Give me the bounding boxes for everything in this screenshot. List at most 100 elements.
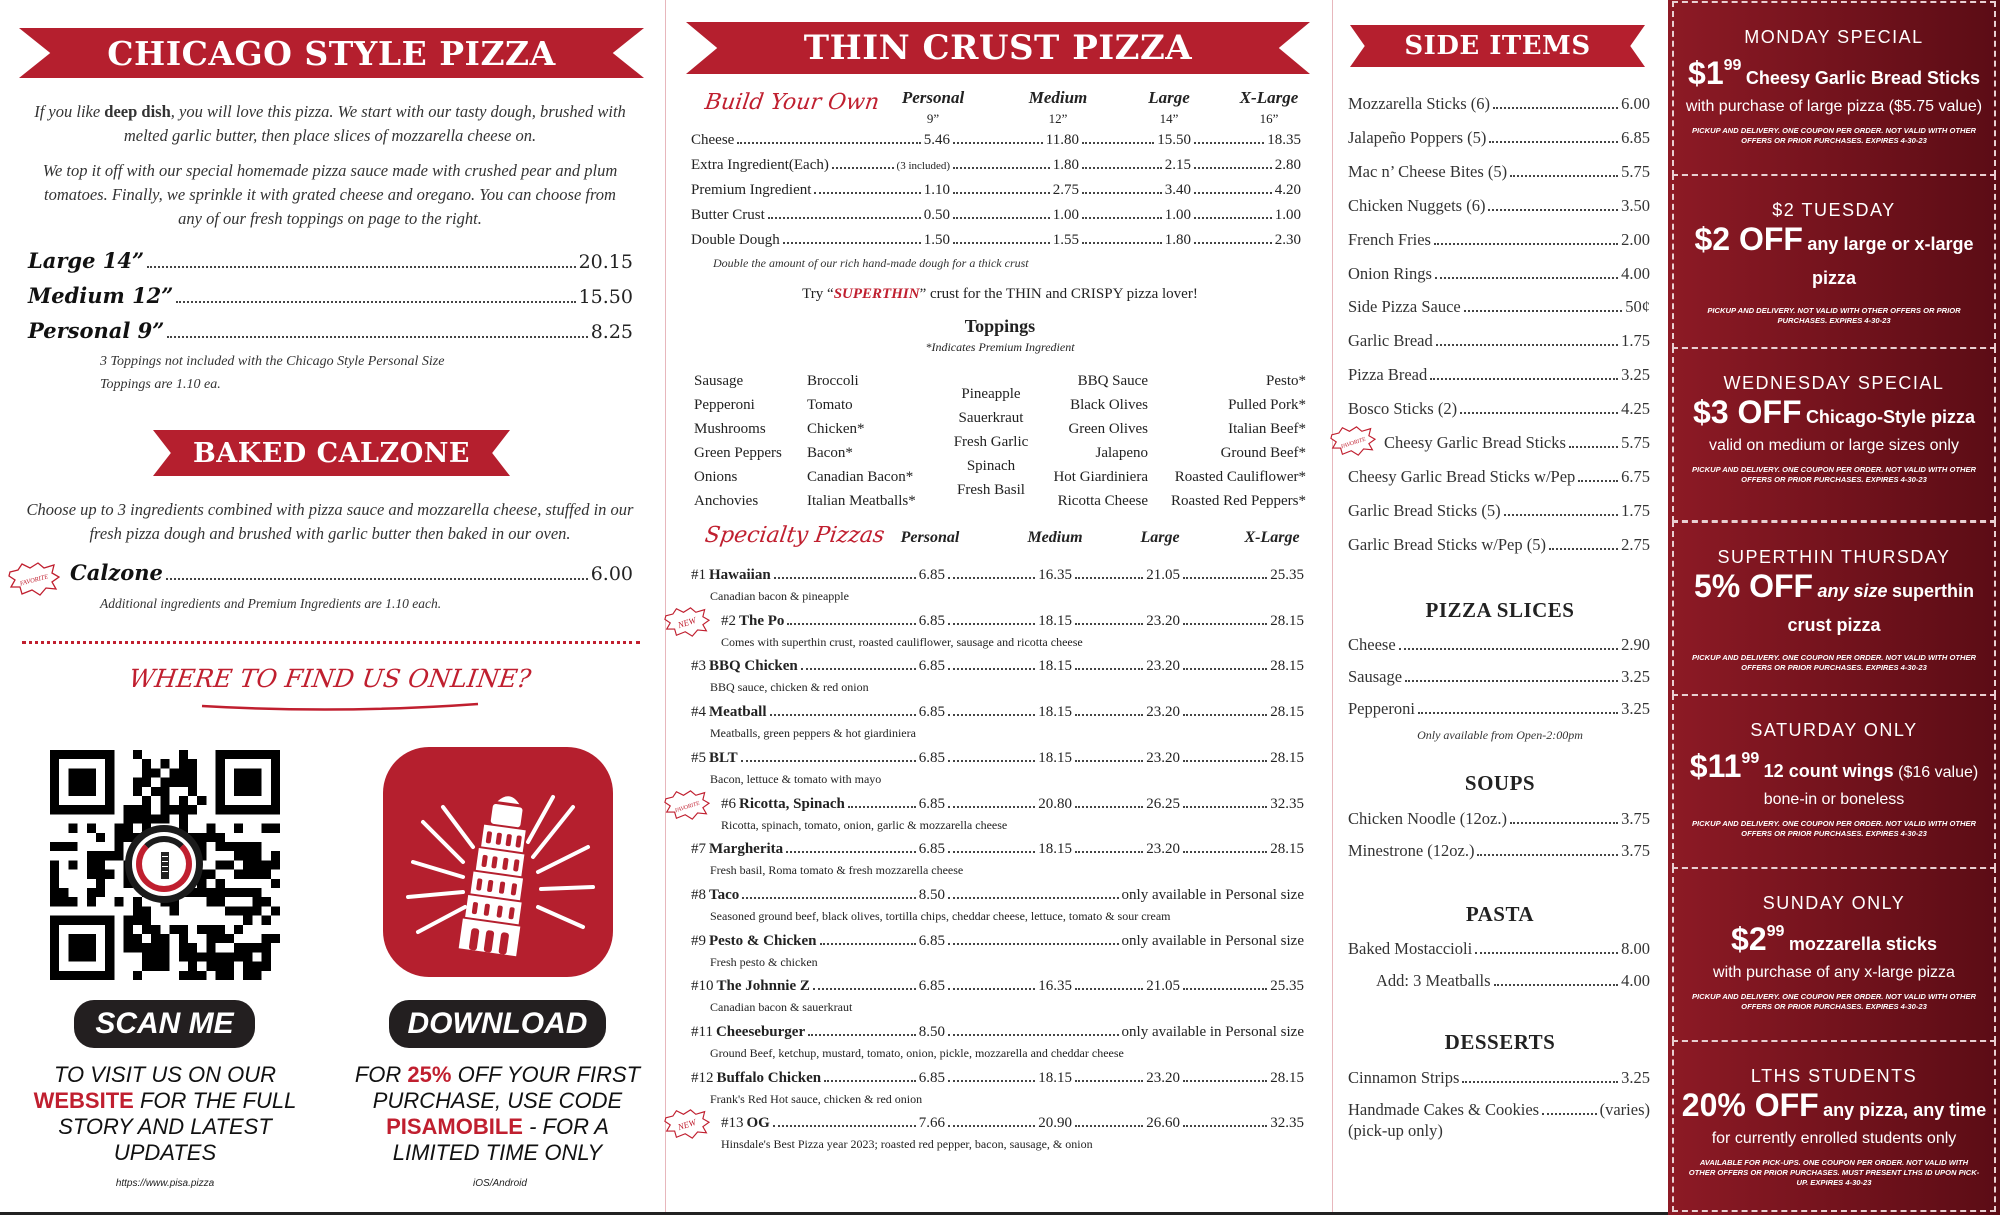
online-heading: WHERE TO FIND US ONLINE? — [127, 664, 533, 693]
coupon[interactable]: SATURDAY ONLY $1199 12 count wings ($16 v… — [1672, 693, 1996, 869]
price-cell: #7 Margherita 6.85 — [691, 841, 945, 858]
menu-item-row: Onion Rings 4.00 — [1348, 264, 1650, 284]
website-url[interactable]: https://www.pisa.pizza — [115, 1178, 215, 1189]
pizza-description: Meatballs, green peppers & hot giardinie… — [710, 726, 916, 741]
price-value: 1.80 — [1164, 232, 1191, 248]
specialty-pizza-row: #1 Hawaiian 6.85 16.35 21.05 25.35 — [691, 567, 1304, 584]
dot-leader — [165, 578, 588, 580]
price-value: 18.15 — [1038, 704, 1072, 721]
dot-leader — [953, 192, 1050, 194]
menu-item-row: Bosco Sticks (2) 4.25 — [1348, 399, 1650, 419]
dot-leader — [1542, 1113, 1597, 1115]
coupon-condition: with purchase of large pizza ($5.75 valu… — [1685, 98, 1983, 115]
topping-item: Italian Meatballs* — [807, 493, 916, 509]
pizza-title: Pesto & Chicken — [709, 932, 817, 949]
dot-leader — [1463, 310, 1623, 313]
discount-highlight: 25% — [407, 1062, 452, 1087]
coupon-price: $1 — [1688, 55, 1724, 91]
item-label: Garlic Bread Sticks (5) — [1348, 500, 1501, 520]
item-price: 6.00 — [590, 563, 633, 585]
price-value: 0.50 — [923, 207, 950, 223]
price-value: 18.15 — [1038, 1069, 1072, 1086]
item-label: Baked Mostaccioli — [1348, 939, 1473, 958]
dot-leader — [948, 851, 1036, 854]
topping-item: Roasted Red Peppers* — [1171, 493, 1306, 509]
dot-leader — [953, 217, 1050, 219]
coupon-price: $3 OFF — [1693, 394, 1802, 431]
coupon-headline: 20% OFF any pizza, any time — [1680, 1089, 1988, 1128]
coupon-title: WEDNESDAY SPECIAL — [1723, 373, 1945, 394]
price-cell: 26.25 — [1072, 796, 1180, 813]
topping-item: Canadian Bacon* — [807, 469, 914, 485]
coupon-title: MONDAY SPECIAL — [1744, 27, 1924, 47]
superthin-highlight: SUPERTHIN — [833, 286, 920, 302]
blurb-text: FOR THE FULL STORY AND LATEST UPDATES — [58, 1088, 297, 1165]
toppings-column: BBQ Sauce Black Olives Green Olives Jalapen… — [1048, 369, 1148, 513]
dot-leader — [948, 622, 1036, 625]
topping-item: Hot Giardiniera — [1053, 469, 1148, 485]
coupon-offer: mozzarella sticks — [1788, 934, 1937, 954]
coupon[interactable]: SUNDAY ONLY $299 mozzarella sticks with pu… — [1672, 867, 1996, 1042]
pizza-title: Cheeseburger — [715, 1024, 806, 1040]
blurb-text: - FOR A LIMITED TIME ONLY — [392, 1114, 609, 1165]
size-column-header: X-Large — [1244, 529, 1300, 546]
dot-leader — [786, 851, 916, 854]
price-value: 26.25 — [1146, 795, 1180, 812]
price-cell: 2.30 — [1191, 232, 1301, 249]
menu-item-row: Pizza Bread 3.25 — [1348, 365, 1650, 385]
intro-emphasis: deep dish — [104, 102, 171, 121]
coupon[interactable]: $2 TUESDAY $2 OFF any large or x-large pi… — [1672, 174, 1996, 350]
download-button[interactable]: DOWNLOAD — [389, 1000, 606, 1048]
coupon[interactable]: LTHS STUDENTS 20% OFF any pizza, any time… — [1672, 1040, 1996, 1213]
item-price: 4.25 — [1621, 399, 1650, 419]
menu-item-row: Chicken Nuggets (6) 3.50 — [1348, 196, 1650, 216]
coupon[interactable]: SUPERTHIN THURSDAY 5% OFF any size supert… — [1672, 520, 1996, 696]
item-label: Calzone — [70, 560, 163, 585]
price-value: 2.15 — [1164, 157, 1191, 173]
coupon-condition: valid on medium or large sizes only — [1709, 437, 1959, 455]
price-cell: 18.15 — [945, 750, 1072, 767]
pizza-description: Fresh pesto & chicken — [710, 954, 818, 969]
website-link[interactable]: WEBSITE — [33, 1088, 134, 1113]
item-price: 3.25 — [1621, 1068, 1650, 1087]
price-cell: #4 Meatball 6.85 — [691, 704, 945, 721]
price-cell: 2.80 — [1191, 157, 1301, 174]
toppings-heading: Toppings — [964, 316, 1036, 336]
dot-leader — [953, 142, 1043, 144]
coupon-fine-print: PICKUP AND DELIVERY. ONE COUPON PER ORDE… — [1691, 992, 1977, 1011]
pizza-number: #2 — [721, 612, 736, 629]
coupon-offer: any pizza, any time — [1823, 1100, 1987, 1121]
coupon-price: $11 — [1689, 747, 1742, 784]
scan-me-button[interactable]: SCAN ME — [74, 1000, 255, 1048]
tower-icon — [161, 852, 169, 879]
size-column-header: Large — [1148, 88, 1190, 107]
price-value: 23.20 — [1146, 704, 1180, 721]
pizza-number: #8 — [691, 886, 706, 903]
dot-leader — [1417, 712, 1619, 714]
topping-item: Roasted Cauliflower* — [1174, 469, 1306, 485]
dot-leader — [812, 988, 916, 991]
price-cell: 18.15 — [945, 841, 1072, 858]
menu-item-row: Sausage 3.25 — [1348, 667, 1650, 687]
coupon-headline: 5% OFF any size superthin crust pizza — [1680, 570, 1988, 643]
dot-leader — [1183, 759, 1268, 762]
coupon-fine-print: PICKUP AND DELIVERY. ONE COUPON PER ORDE… — [1691, 126, 1977, 145]
dot-leader — [1183, 1079, 1268, 1082]
dot-leader — [1082, 192, 1162, 194]
price-value: 6.85 — [918, 612, 945, 629]
availability-note: only available in Personal size — [1121, 1024, 1304, 1040]
section-title: SIDE ITEMS — [1404, 31, 1591, 61]
size-price: 20.15 — [578, 251, 633, 273]
coupon[interactable]: MONDAY SPECIAL $199 Cheesy Garlic Bread S… — [1672, 1, 1996, 176]
item-price: 6.75 — [1621, 466, 1650, 486]
dot-leader — [176, 301, 576, 303]
price-cell: Butter Crust 0.50 — [691, 207, 950, 224]
topping-item: Onions — [694, 469, 738, 485]
coupon[interactable]: WEDNESDAY SPECIAL $3 OFF Chicago-Style pi… — [1672, 347, 1996, 523]
app-icon[interactable] — [383, 747, 613, 977]
dot-leader — [1548, 547, 1619, 550]
intro-text: If you like — [34, 102, 105, 121]
coupon-headline: $199 Cheesy Garlic Bread Sticks — [1680, 50, 1988, 96]
price-value: 6.85 — [918, 795, 945, 812]
item-price: 6.00 — [1621, 94, 1650, 113]
